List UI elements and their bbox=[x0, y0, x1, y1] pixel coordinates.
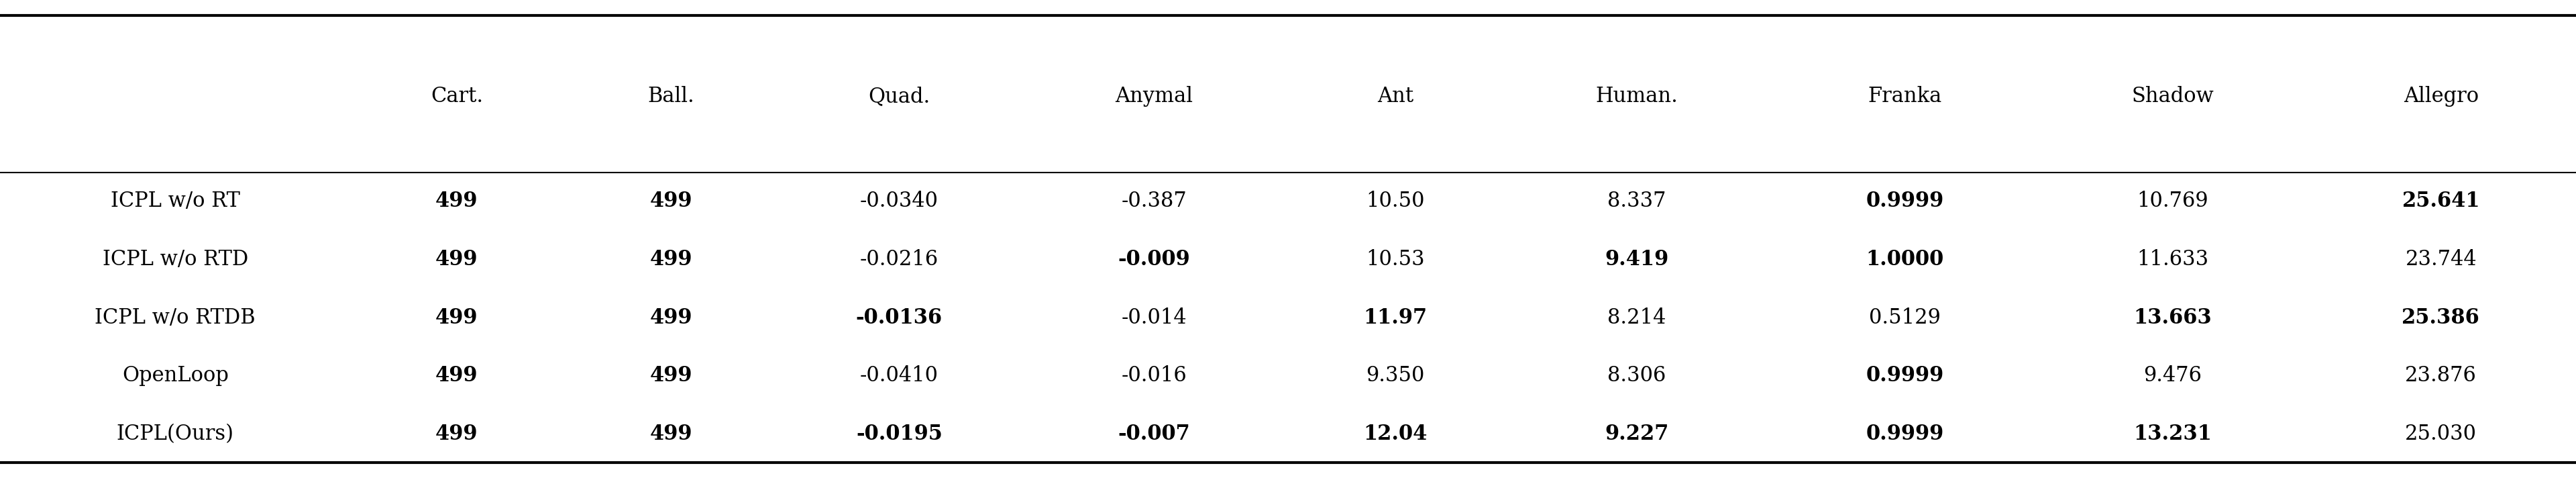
Text: 499: 499 bbox=[649, 307, 693, 328]
Text: 10.769: 10.769 bbox=[2138, 191, 2208, 212]
Text: 499: 499 bbox=[649, 365, 693, 386]
Text: 8.214: 8.214 bbox=[1607, 307, 1667, 328]
Text: 499: 499 bbox=[649, 191, 693, 212]
Text: 499: 499 bbox=[649, 249, 693, 270]
Text: 11.97: 11.97 bbox=[1363, 307, 1427, 328]
Text: -0.0216: -0.0216 bbox=[860, 249, 938, 270]
Text: 0.9999: 0.9999 bbox=[1865, 424, 1945, 444]
Text: -0.009: -0.009 bbox=[1118, 249, 1190, 270]
Text: 25.641: 25.641 bbox=[2401, 191, 2481, 212]
Text: ICPL w/o RTDB: ICPL w/o RTDB bbox=[95, 307, 255, 328]
Text: 499: 499 bbox=[435, 424, 479, 444]
Text: Human.: Human. bbox=[1595, 86, 1677, 107]
Text: OpenLoop: OpenLoop bbox=[121, 365, 229, 386]
Text: 11.633: 11.633 bbox=[2138, 249, 2208, 270]
Text: 10.53: 10.53 bbox=[1365, 249, 1425, 270]
Text: Ball.: Ball. bbox=[649, 86, 696, 107]
Text: Allegro: Allegro bbox=[2403, 86, 2478, 107]
Text: -0.007: -0.007 bbox=[1118, 424, 1190, 444]
Text: 0.5129: 0.5129 bbox=[1868, 307, 1940, 328]
Text: ICPL(Ours): ICPL(Ours) bbox=[116, 424, 234, 444]
Text: 9.476: 9.476 bbox=[2143, 365, 2202, 386]
Text: -0.016: -0.016 bbox=[1121, 365, 1188, 386]
Text: 12.04: 12.04 bbox=[1363, 424, 1427, 444]
Text: 499: 499 bbox=[435, 249, 479, 270]
Text: Ant: Ant bbox=[1378, 86, 1414, 107]
Text: Anymal: Anymal bbox=[1115, 86, 1193, 107]
Text: ICPL w/o RTD: ICPL w/o RTD bbox=[103, 249, 247, 270]
Text: Quad.: Quad. bbox=[868, 86, 930, 107]
Text: 1.0000: 1.0000 bbox=[1865, 249, 1945, 270]
Text: Cart.: Cart. bbox=[430, 86, 482, 107]
Text: 25.030: 25.030 bbox=[2406, 424, 2478, 444]
Text: 23.876: 23.876 bbox=[2406, 365, 2478, 386]
Text: -0.0136: -0.0136 bbox=[855, 307, 943, 328]
Text: -0.0195: -0.0195 bbox=[855, 424, 943, 444]
Text: Franka: Franka bbox=[1868, 86, 1942, 107]
Text: Shadow: Shadow bbox=[2133, 86, 2213, 107]
Text: -0.014: -0.014 bbox=[1121, 307, 1188, 328]
Text: -0.0410: -0.0410 bbox=[860, 365, 938, 386]
Text: 10.50: 10.50 bbox=[1365, 191, 1425, 212]
Text: 8.337: 8.337 bbox=[1607, 191, 1667, 212]
Text: 9.350: 9.350 bbox=[1365, 365, 1425, 386]
Text: 9.227: 9.227 bbox=[1605, 424, 1669, 444]
Text: -0.387: -0.387 bbox=[1121, 191, 1188, 212]
Text: 499: 499 bbox=[435, 191, 479, 212]
Text: 23.744: 23.744 bbox=[2406, 249, 2476, 270]
Text: 499: 499 bbox=[435, 365, 479, 386]
Text: 25.386: 25.386 bbox=[2401, 307, 2481, 328]
Text: ICPL w/o RT: ICPL w/o RT bbox=[111, 191, 240, 212]
Text: -0.0340: -0.0340 bbox=[860, 191, 938, 212]
Text: 0.9999: 0.9999 bbox=[1865, 365, 1945, 386]
Text: 499: 499 bbox=[435, 307, 479, 328]
Text: 0.9999: 0.9999 bbox=[1865, 191, 1945, 212]
Text: 8.306: 8.306 bbox=[1607, 365, 1667, 386]
Text: 13.663: 13.663 bbox=[2133, 307, 2213, 328]
Text: 499: 499 bbox=[649, 424, 693, 444]
Text: 9.419: 9.419 bbox=[1605, 249, 1669, 270]
Text: 13.231: 13.231 bbox=[2133, 424, 2213, 444]
